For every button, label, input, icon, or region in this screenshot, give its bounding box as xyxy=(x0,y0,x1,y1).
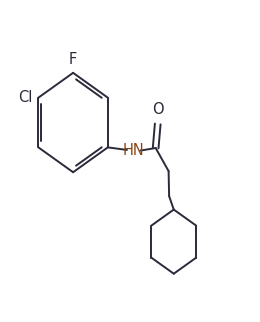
Text: HN: HN xyxy=(123,143,145,158)
Text: O: O xyxy=(152,102,164,117)
Text: Cl: Cl xyxy=(18,90,33,105)
Text: F: F xyxy=(69,52,77,67)
